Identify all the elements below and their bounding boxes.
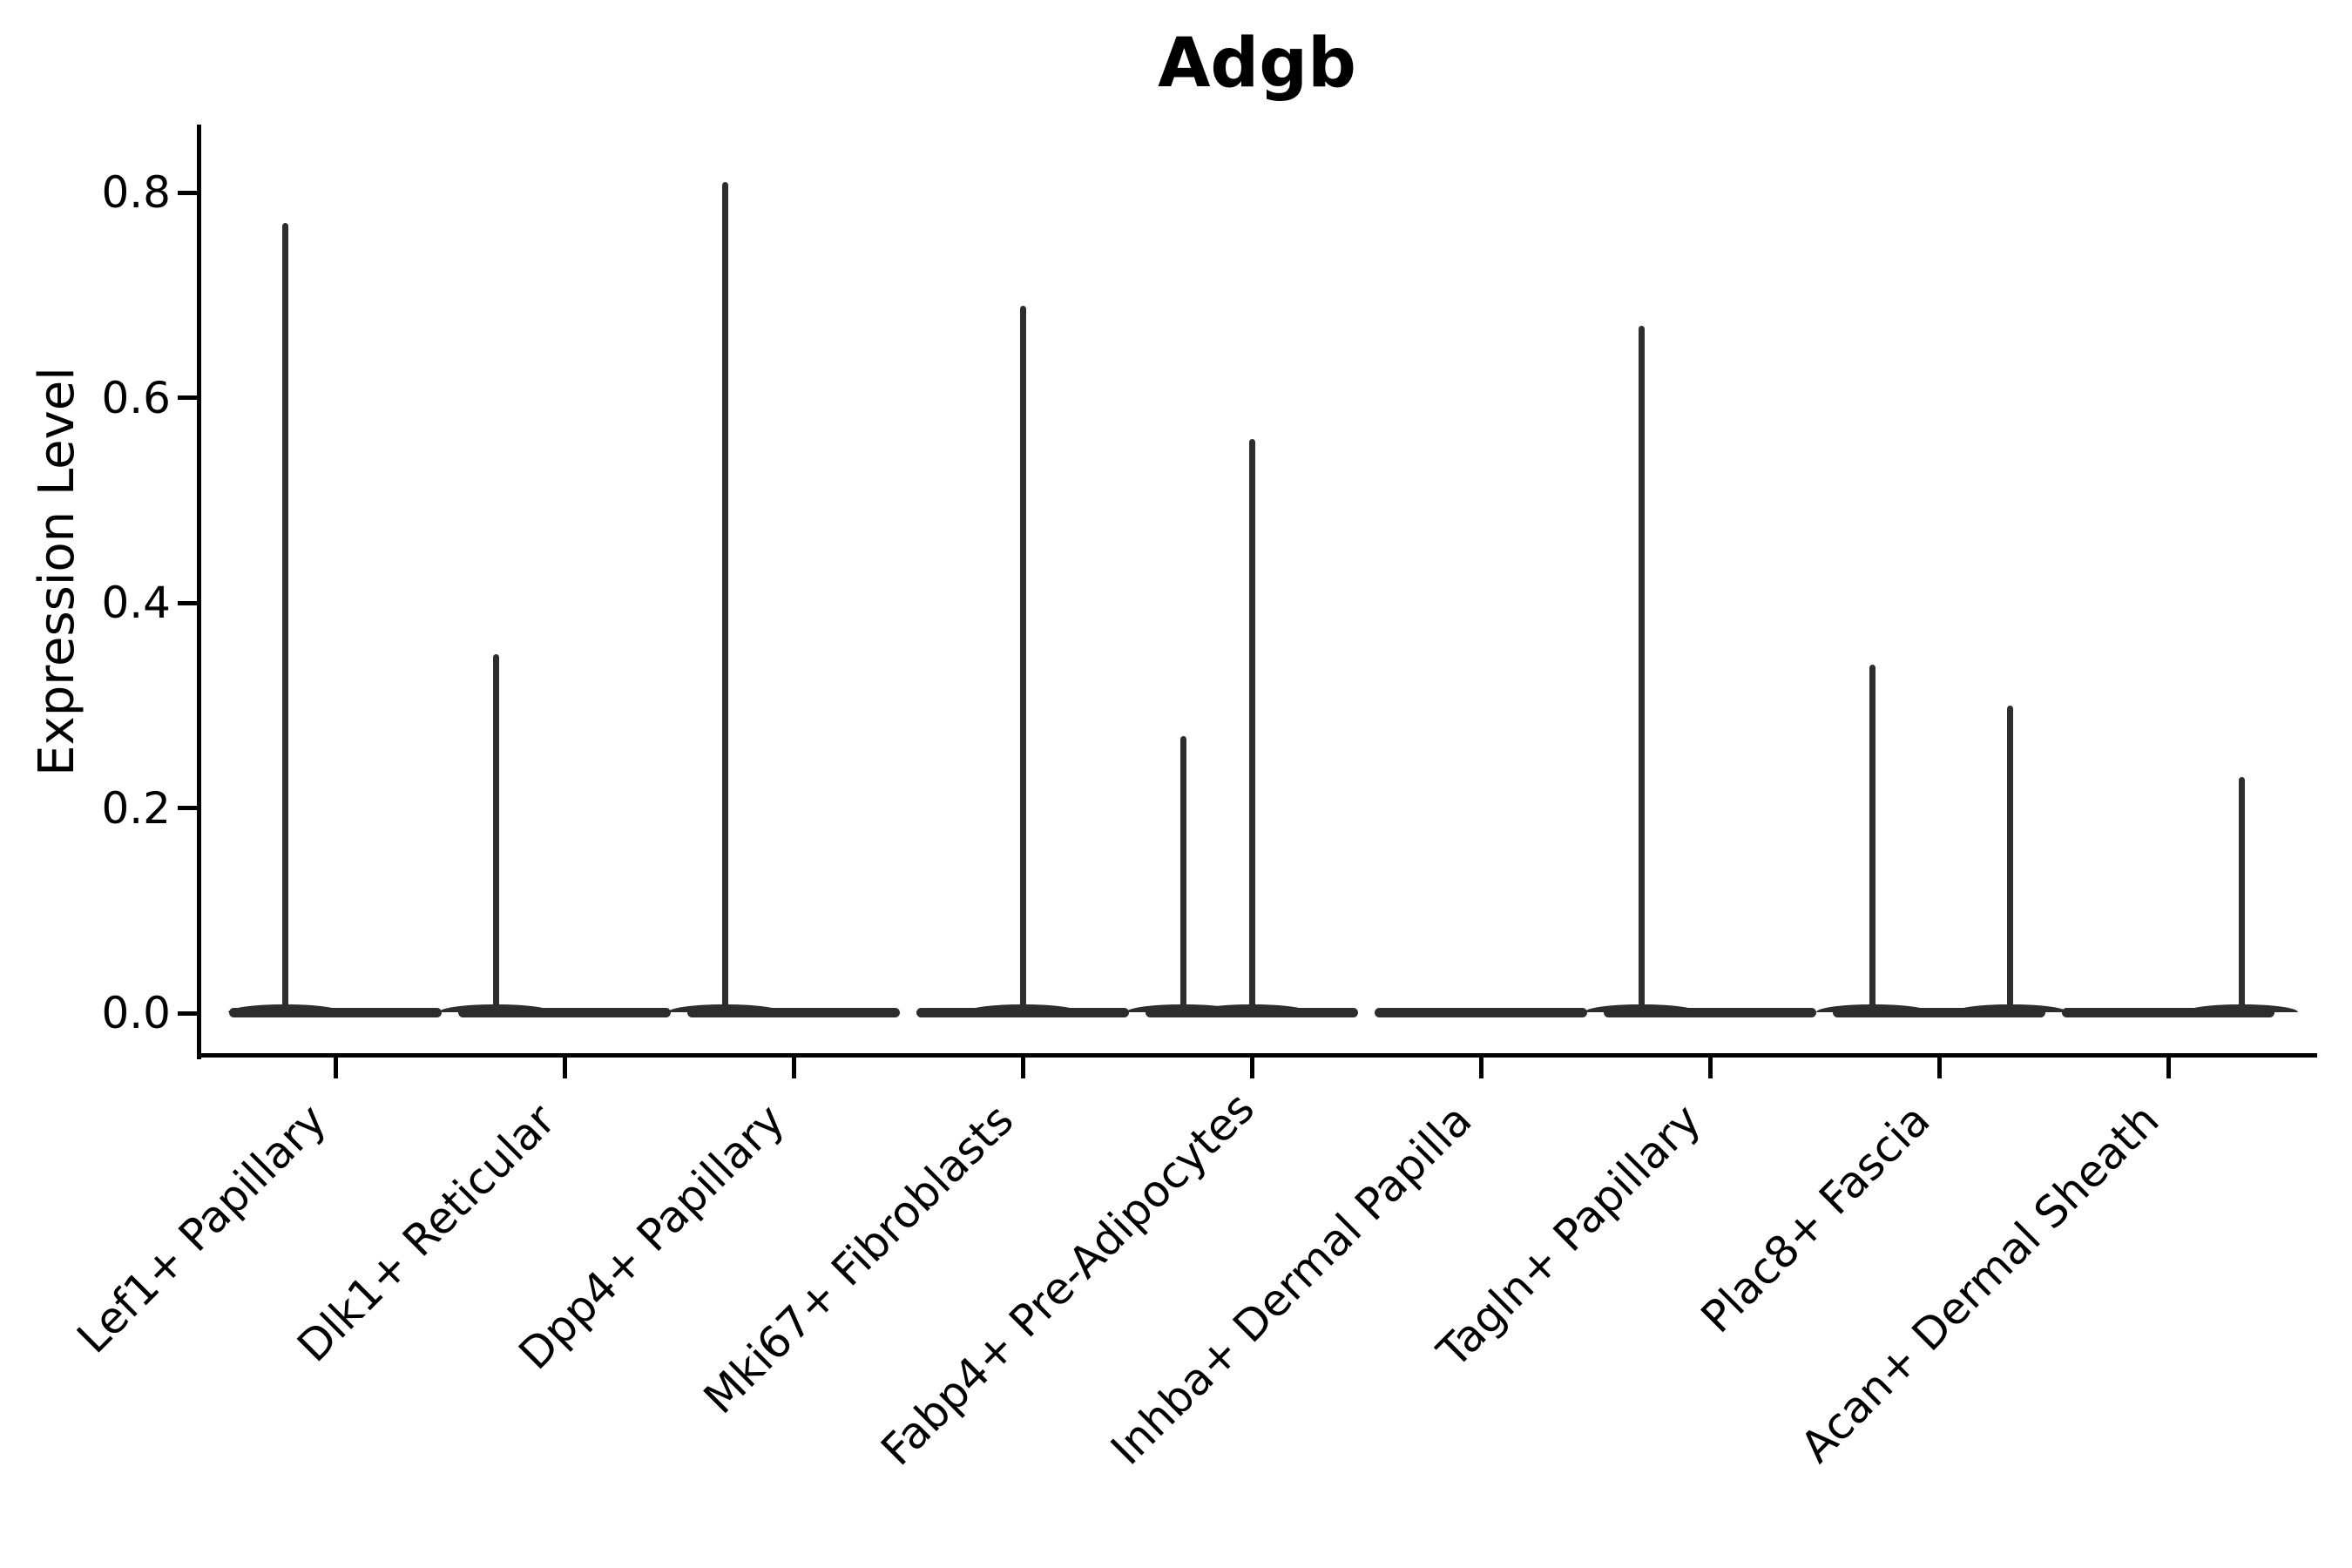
- y-tick-label: 0.6: [101, 372, 171, 423]
- violin-spike: [1019, 305, 1026, 1012]
- violin-spike: [1248, 438, 1255, 1012]
- y-tick-label: 0.8: [101, 167, 171, 218]
- x-tick-label: Lef1+ Papillary: [67, 1094, 336, 1363]
- x-tick: [1478, 1058, 1484, 1078]
- x-tick: [1707, 1058, 1713, 1078]
- violin-spike: [1638, 326, 1645, 1012]
- violin-base: [229, 1008, 442, 1017]
- x-tick: [562, 1058, 567, 1078]
- violin-base: [458, 1008, 671, 1017]
- violin-spike: [1179, 736, 1186, 1012]
- y-tick-label: 0.0: [101, 988, 171, 1038]
- figure-title: Adgb: [1158, 24, 1356, 103]
- y-tick: [177, 806, 197, 810]
- violin-base: [687, 1008, 900, 1017]
- y-tick: [177, 190, 197, 195]
- violin-base: [1146, 1008, 1358, 1017]
- y-tick: [177, 1010, 197, 1016]
- violin-base: [1375, 1008, 1587, 1017]
- violin-base: [1604, 1008, 1816, 1017]
- x-tick: [333, 1058, 338, 1078]
- violin-spike: [492, 653, 499, 1012]
- y-tick: [177, 600, 197, 605]
- violin-spike: [2007, 705, 2014, 1012]
- violin-base: [1833, 1008, 2045, 1017]
- violin-spike: [1869, 664, 1876, 1012]
- y-axis-line: [196, 125, 201, 1059]
- x-tick: [2166, 1058, 2171, 1078]
- violin-spike: [721, 182, 728, 1012]
- violin-base: [2062, 1008, 2274, 1017]
- violin-spike: [281, 223, 288, 1012]
- x-axis-line: [196, 1052, 2317, 1058]
- y-tick: [177, 395, 197, 400]
- x-tick: [1936, 1058, 1942, 1078]
- x-tick: [1020, 1058, 1025, 1078]
- x-tick: [1249, 1058, 1254, 1078]
- y-tick-label: 0.2: [101, 782, 171, 834]
- violin-spike: [2238, 777, 2245, 1012]
- x-tick: [791, 1058, 796, 1078]
- y-tick-label: 0.4: [101, 578, 171, 628]
- violin-base: [916, 1008, 1129, 1017]
